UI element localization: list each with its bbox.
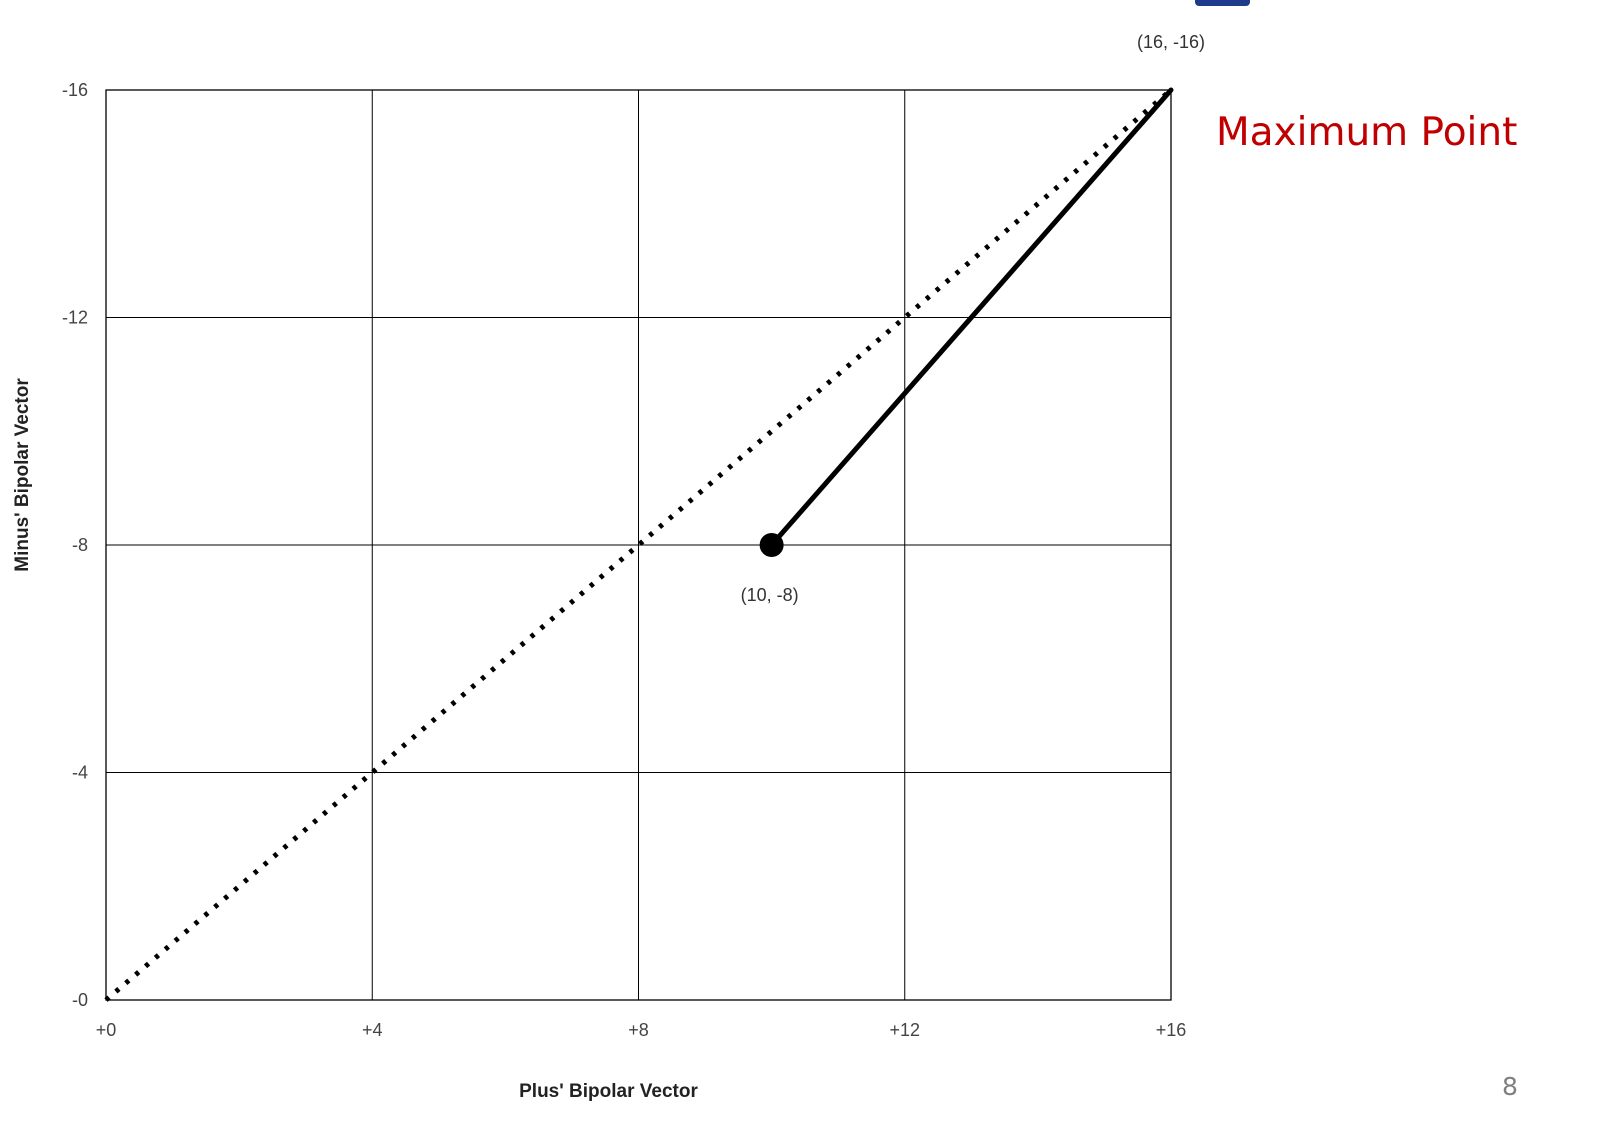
maximum-point-annotation: Maximum Point (1216, 110, 1518, 155)
x-tick-label: +12 (889, 1020, 920, 1040)
solid-vector-line (769, 87, 1174, 548)
y-tick-label: -8 (72, 535, 88, 555)
x-tick-label: +4 (362, 1020, 383, 1040)
series (104, 87, 1174, 1002)
tick-labels: +0 +4 +8 +12 +16 -0 -4 -8 -12 -16 (62, 80, 1186, 1040)
page-number: 8 (1502, 1072, 1518, 1101)
point-labels: (16, -16) (10, -8) (741, 32, 1205, 605)
point-label: (10, -8) (741, 585, 799, 605)
y-tick-label: -12 (62, 308, 88, 328)
slide-title-fragment (1195, 0, 1250, 6)
plot-frame (105, 89, 1172, 1001)
data-point-marker (759, 533, 784, 557)
y-tick-label: -0 (72, 990, 88, 1010)
y-tick-label: -16 (62, 80, 88, 100)
x-axis-title: Plus' Bipolar Vector (519, 1081, 698, 1102)
x-tick-label: +16 (1156, 1020, 1187, 1040)
y-axis-title: Minus' Bipolar Vector (12, 378, 33, 572)
x-tick-label: +0 (96, 1020, 117, 1040)
point-label: (16, -16) (1137, 32, 1205, 52)
y-tick-label: -4 (72, 763, 88, 783)
x-tick-label: +8 (628, 1020, 649, 1040)
